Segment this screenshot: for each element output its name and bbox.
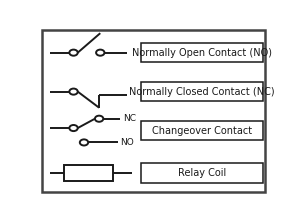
Text: Relay Coil: Relay Coil: [178, 168, 226, 178]
FancyBboxPatch shape: [141, 43, 263, 62]
FancyBboxPatch shape: [141, 82, 263, 101]
FancyBboxPatch shape: [64, 165, 113, 181]
Text: Normally Open Contact (NO): Normally Open Contact (NO): [132, 48, 272, 58]
Text: NC: NC: [123, 114, 136, 123]
FancyBboxPatch shape: [141, 121, 263, 140]
Text: Normally Closed Contact (NC): Normally Closed Contact (NC): [129, 87, 275, 97]
Text: NO: NO: [121, 138, 134, 147]
Text: Changeover Contact: Changeover Contact: [152, 126, 252, 136]
FancyBboxPatch shape: [141, 163, 263, 183]
FancyBboxPatch shape: [42, 30, 266, 192]
